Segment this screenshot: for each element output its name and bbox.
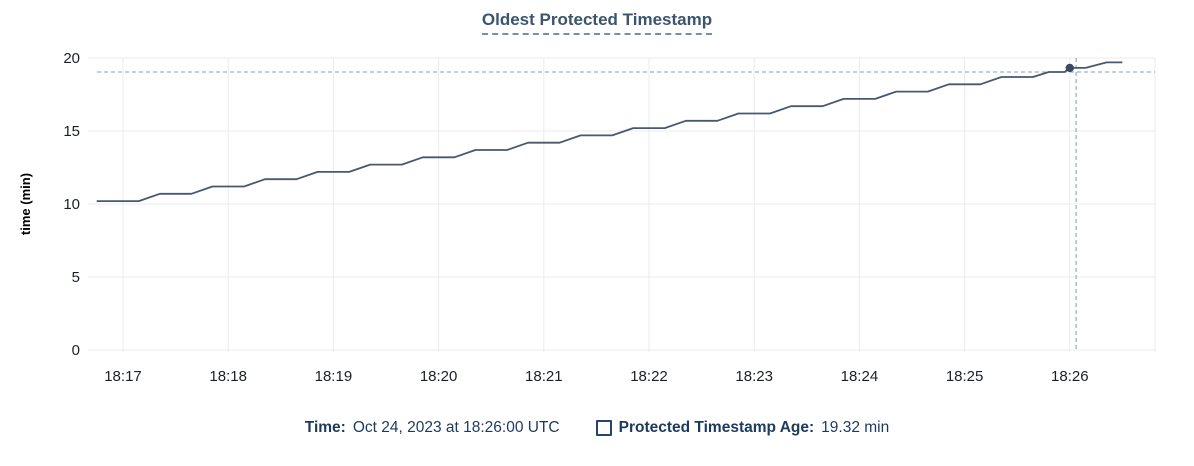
y-axis-title: time (min) (18, 173, 33, 235)
hover-tooltip-legend: Time: Oct 24, 2023 at 18:26:00 UTC Prote… (0, 419, 1194, 437)
x-tick-label: 18:25 (946, 368, 984, 385)
series-swatch-icon[interactable] (595, 420, 612, 436)
series-label: Protected Timestamp Age: (618, 419, 815, 436)
legend-series-protected-timestamp-age: Protected Timestamp Age: 19.32 min (595, 419, 890, 437)
series-line (96, 61, 1123, 202)
chart-title-row: Oldest Protected Timestamp (0, 10, 1194, 35)
tooltip-time-label: Time: (304, 419, 346, 436)
x-axis-tick-labels: 18:17 18:18 18:19 18:20 18:21 18:22 18:23 18:24… (104, 368, 1088, 385)
y-tick-label: 10 (63, 196, 80, 213)
y-tick-label: 5 (72, 269, 80, 286)
vertical-gridlines (122, 58, 1156, 352)
hovered-data-point (1065, 63, 1075, 73)
tooltip-time-value: Oct 24, 2023 at 18:26:00 UTC (352, 419, 560, 436)
horizontal-gridlines (88, 57, 1155, 351)
x-tick-label: 18:24 (841, 368, 879, 385)
x-tick-label: 18:26 (1051, 368, 1089, 385)
x-tick-label: 18:20 (420, 368, 458, 385)
tooltip-time: Time: Oct 24, 2023 at 18:26:00 UTC (305, 419, 560, 437)
x-tick-label: 18:22 (630, 368, 668, 385)
chart-title[interactable]: Oldest Protected Timestamp (481, 10, 713, 35)
x-tick-label: 18:21 (525, 368, 563, 385)
series-value: 19.32 min (821, 419, 890, 436)
y-tick-label: 20 (63, 50, 80, 67)
x-tick-label: 18:19 (315, 368, 353, 385)
y-axis-tick-labels: 0 5 10 15 20 (63, 50, 80, 359)
y-tick-label: 0 (72, 342, 80, 359)
x-tick-label: 18:18 (209, 368, 247, 385)
y-tick-label: 15 (63, 123, 80, 140)
x-tick-label: 18:23 (735, 368, 773, 385)
x-tick-label: 18:17 (104, 368, 142, 385)
